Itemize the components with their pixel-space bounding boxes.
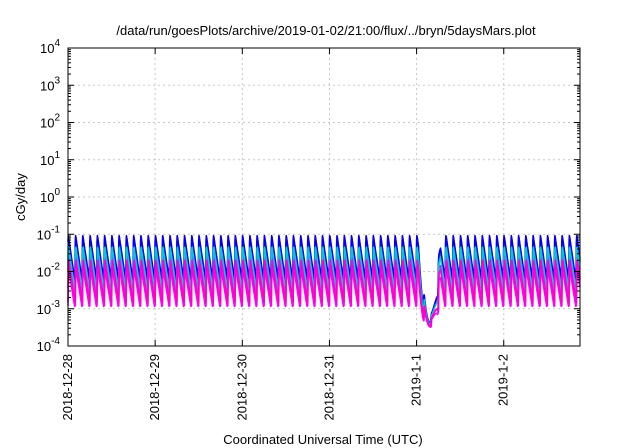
x-axis-label: Coordinated Universal Time (UTC) — [223, 432, 422, 447]
x-tick-label: 2019-1-1 — [409, 354, 424, 406]
series-line — [67, 246, 581, 326]
x-tick-label: 2018-12-30 — [234, 354, 249, 421]
x-tick-labels: 2018-12-28 2018-12-29 2018-12-30 2018-12-31… — [60, 354, 511, 421]
y-tick-label: 104 — [40, 38, 60, 56]
y-tick-label: 10-4 — [37, 336, 61, 354]
axis-ticks — [67, 47, 580, 347]
y-tick-label: 100 — [40, 187, 60, 205]
y-tick-labels: 10-4 10-3 10-2 10-1 100 101 102 103 104 — [37, 38, 61, 354]
series-line — [67, 259, 581, 327]
series-group — [67, 234, 581, 328]
x-tick-label: 2018-12-29 — [147, 354, 162, 421]
series-line — [67, 234, 581, 324]
x-tick-label: 2018-12-28 — [60, 354, 75, 421]
x-tick-label: 2019-1-2 — [496, 354, 511, 406]
chart-title: /data/run/goesPlots/archive/2019-01-02/2… — [116, 23, 536, 38]
series-line — [67, 265, 581, 328]
y-axis-label: cGy/day — [13, 173, 28, 221]
y-tick-label: 10-2 — [37, 262, 61, 280]
y-tick-label: 102 — [40, 113, 60, 131]
y-tick-label: 10-1 — [37, 224, 61, 242]
y-tick-label: 101 — [40, 150, 60, 168]
y-tick-label: 10-3 — [37, 299, 61, 317]
x-tick-label: 2018-12-31 — [321, 354, 336, 421]
y-tick-label: 103 — [40, 75, 60, 93]
